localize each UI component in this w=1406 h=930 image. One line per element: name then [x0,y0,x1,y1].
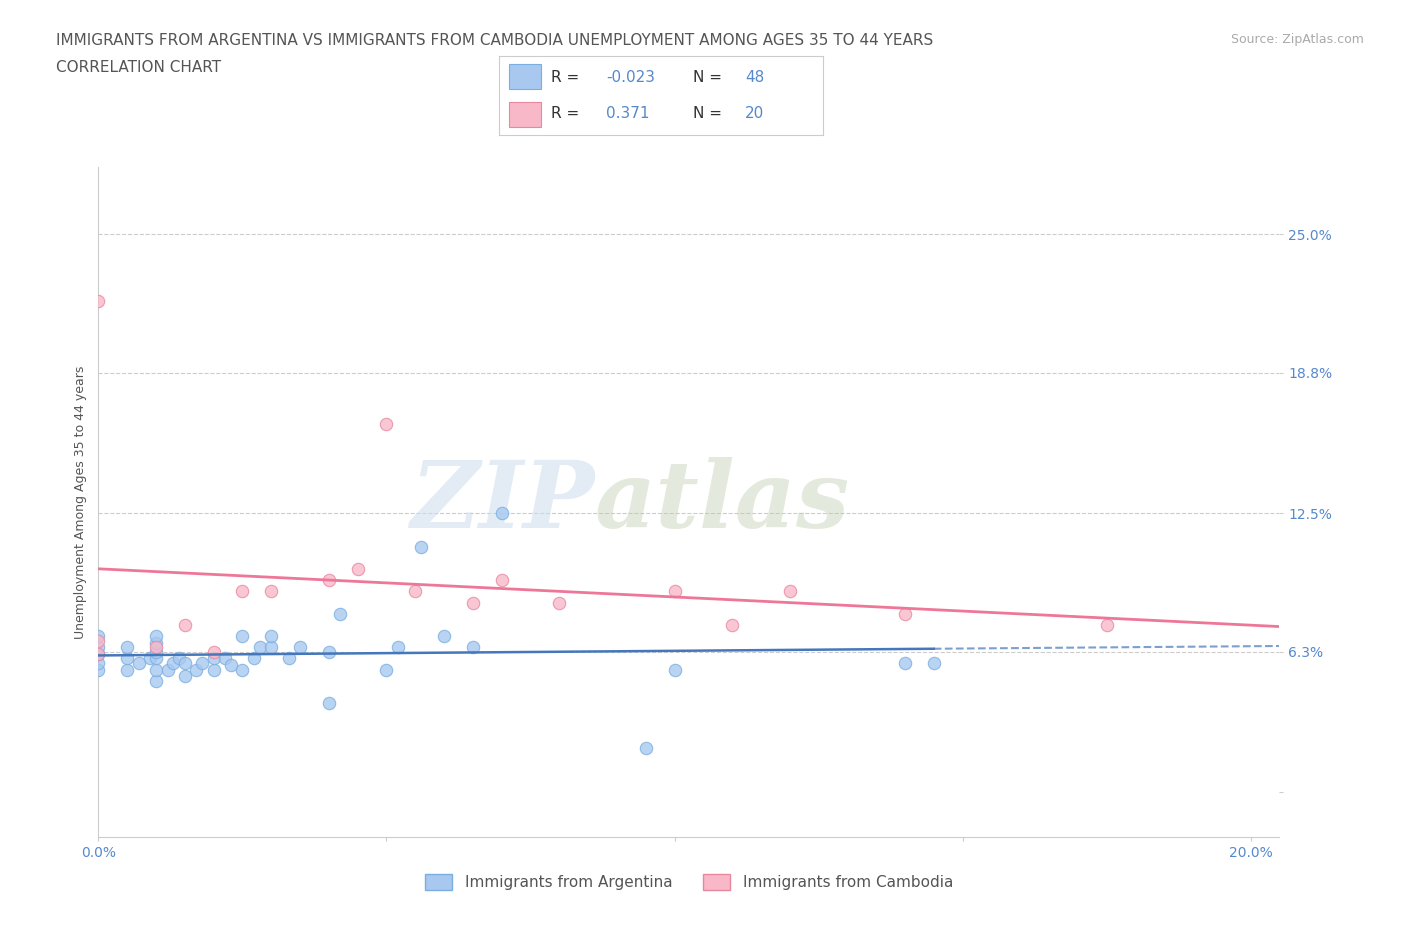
Legend: Immigrants from Argentina, Immigrants from Cambodia: Immigrants from Argentina, Immigrants fr… [419,868,959,897]
Point [202,644,225,659]
Point [231,662,253,677]
Point [664,662,686,677]
Point [139,651,162,666]
Point [115,662,138,677]
Point [156,662,179,677]
Point [375,417,398,432]
Point [115,651,138,666]
Point [894,656,917,671]
Point [721,618,744,632]
FancyBboxPatch shape [509,101,541,127]
Point [318,644,340,659]
Point [779,584,801,599]
Point [202,662,225,677]
Text: 0.371: 0.371 [606,106,650,121]
Point [87,646,110,661]
Text: -0.023: -0.023 [606,70,655,85]
Point [145,635,167,650]
Point [260,629,283,644]
Point [288,640,311,655]
Point [346,562,368,577]
Point [634,740,657,755]
Point [260,584,283,599]
Point [87,646,110,661]
Text: ZIP: ZIP [411,458,595,547]
Point [219,658,242,672]
Point [329,606,352,621]
Point [115,640,138,655]
Point [87,294,110,309]
Point [128,656,150,671]
Point [664,584,686,599]
Point [162,656,184,671]
Point [260,640,283,655]
Point [145,629,167,644]
Point [87,656,110,671]
Point [202,651,225,666]
Point [922,656,945,671]
Text: CORRELATION CHART: CORRELATION CHART [56,60,221,75]
Point [318,696,340,711]
Point [249,640,271,655]
Point [87,633,110,648]
FancyBboxPatch shape [509,64,541,89]
Point [404,584,426,599]
Point [87,629,110,644]
Point [186,662,208,677]
Y-axis label: Unemployment Among Ages 35 to 44 years: Unemployment Among Ages 35 to 44 years [75,365,87,639]
Point [409,539,432,554]
Point [191,656,214,671]
Point [461,640,484,655]
Point [173,618,195,632]
Point [231,584,253,599]
Point [387,640,409,655]
Point [277,651,299,666]
Point [894,606,917,621]
Point [1095,618,1118,632]
Point [491,573,513,588]
Point [214,651,236,666]
Point [243,651,266,666]
Text: R =: R = [551,70,579,85]
Point [173,656,195,671]
Text: IMMIGRANTS FROM ARGENTINA VS IMMIGRANTS FROM CAMBODIA UNEMPLOYMENT AMONG AGES 35: IMMIGRANTS FROM ARGENTINA VS IMMIGRANTS … [56,33,934,47]
Point [491,506,513,521]
Point [548,595,571,610]
Text: 48: 48 [745,70,763,85]
Text: R =: R = [551,106,579,121]
Point [318,573,340,588]
Text: N =: N = [693,106,723,121]
Point [87,640,110,655]
Text: N =: N = [693,70,723,85]
Text: atlas: atlas [595,458,849,547]
Text: 20: 20 [745,106,763,121]
Point [433,629,456,644]
Point [167,651,190,666]
Point [231,629,253,644]
Point [173,669,195,684]
Point [145,673,167,688]
Point [145,651,167,666]
Point [145,662,167,677]
Point [461,595,484,610]
Point [87,662,110,677]
Point [375,662,398,677]
Point [145,644,167,659]
Point [145,640,167,655]
Text: Source: ZipAtlas.com: Source: ZipAtlas.com [1230,33,1364,46]
